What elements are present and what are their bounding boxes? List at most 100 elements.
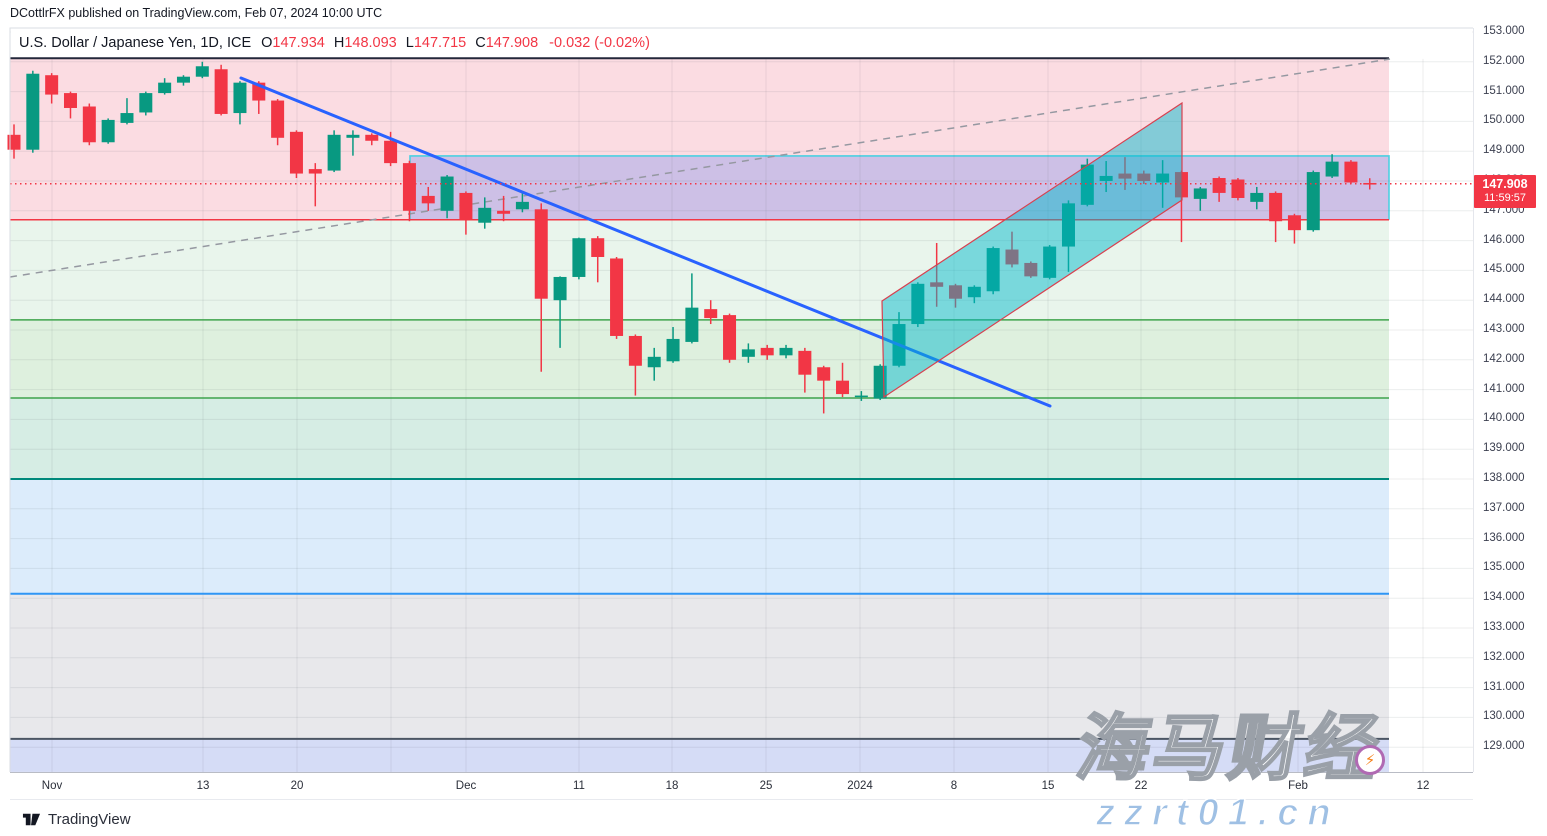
candle-down xyxy=(1344,161,1358,183)
price-tick-label: 146.000 xyxy=(1483,233,1525,246)
candle-up xyxy=(1061,203,1075,247)
candle-up xyxy=(101,119,115,143)
candle-up xyxy=(1080,164,1094,205)
candle-down xyxy=(817,367,831,381)
candle-up xyxy=(176,76,190,83)
symbol-legend[interactable]: U.S. Dollar / Japanese Yen, 1D, ICE O147… xyxy=(11,29,1472,57)
candle-down xyxy=(402,163,416,211)
publish-attribution: DCottlrFX published on TradingView.com, … xyxy=(10,6,383,20)
time-tick-label: 12 xyxy=(1416,780,1430,792)
change-value: -0.032 (-0.02%) xyxy=(549,35,650,51)
low-value: 147.715 xyxy=(413,35,467,51)
price-tick-label: 135.000 xyxy=(1483,561,1525,574)
candle-down xyxy=(1231,179,1245,198)
candle-down xyxy=(930,282,944,287)
candle-down xyxy=(1137,173,1151,181)
candle-down xyxy=(289,131,303,174)
price-tick-label: 133.000 xyxy=(1483,621,1525,633)
candle-down xyxy=(7,134,21,150)
time-tick-label: Feb xyxy=(1288,780,1308,792)
time-tick-label: 13 xyxy=(196,780,210,792)
candle-down xyxy=(365,134,379,141)
time-tick-label: 15 xyxy=(1041,780,1055,792)
candle-down xyxy=(308,169,322,174)
candle-up xyxy=(26,73,40,150)
tradingview-brand-text: TradingView xyxy=(48,811,131,828)
candle-down xyxy=(497,210,511,214)
zone-teal-support-zone xyxy=(10,397,1389,479)
tradingview-logo-icon xyxy=(22,813,41,826)
time-tick-label: 22 xyxy=(1134,780,1148,792)
candle-up xyxy=(1306,172,1320,231)
price-tick-label: 130.000 xyxy=(1483,710,1525,723)
candle-down xyxy=(45,75,59,95)
time-axis[interactable]: Nov 13 20 Dec 11 18 25 2024 8 15 22 Feb 12 xyxy=(10,772,1473,800)
candle-up xyxy=(967,286,981,298)
zone-supply-band xyxy=(410,155,1389,220)
descending-trendline[interactable] xyxy=(239,76,1052,408)
candle-up xyxy=(1099,175,1113,181)
candle-down xyxy=(459,192,473,220)
price-axis[interactable]: 153.000152.000151.000150.000149.000148.0… xyxy=(1473,25,1547,772)
last-price-label[interactable]: 147.908 11:59:57 xyxy=(1474,175,1536,208)
time-tick-label: 11 xyxy=(573,780,585,792)
candle-down xyxy=(760,347,774,356)
time-tick-label: 8 xyxy=(950,780,958,792)
time-tick-label: 18 xyxy=(665,780,679,792)
price-tick-label: 152.000 xyxy=(1483,54,1525,67)
close-label: C xyxy=(475,35,486,51)
candle-up xyxy=(515,201,529,210)
candle-up xyxy=(779,347,793,356)
candle-up xyxy=(911,283,925,325)
time-tick-label: 20 xyxy=(290,780,304,792)
candle-down xyxy=(704,309,718,319)
candle-up xyxy=(854,395,868,398)
price-tick-label: 144.000 xyxy=(1483,293,1525,306)
candle-down xyxy=(1287,215,1301,231)
candle-down xyxy=(271,100,285,138)
candle-up xyxy=(666,338,680,362)
ascending-channel[interactable] xyxy=(881,101,1183,399)
time-tick-label: Dec xyxy=(455,780,477,792)
open-value: 147.934 xyxy=(272,35,325,51)
price-tick-label: 132.000 xyxy=(1483,650,1525,663)
close-value: 147.908 xyxy=(485,35,539,51)
candle-up xyxy=(139,93,153,113)
candle-down xyxy=(82,106,96,143)
candle-down xyxy=(949,285,962,299)
candle-up xyxy=(685,307,699,342)
price-tick-label: 139.000 xyxy=(1483,442,1525,455)
candle-up xyxy=(327,134,341,171)
price-tick-label: 137.000 xyxy=(1483,501,1525,514)
candle-down xyxy=(628,335,642,366)
candle-up xyxy=(1250,192,1264,202)
price-tick-label: 141.000 xyxy=(1483,382,1525,395)
candle-up xyxy=(553,276,567,301)
candle-up xyxy=(158,82,172,94)
price-tick-label: 138.000 xyxy=(1483,472,1525,484)
candle-down xyxy=(214,69,228,114)
last-price-value: 147.908 xyxy=(1482,177,1528,191)
candle-up xyxy=(1325,161,1339,177)
price-tick-label: 142.000 xyxy=(1483,352,1525,365)
price-tick-label: 153.000 xyxy=(1483,25,1525,37)
price-tick-label: 143.000 xyxy=(1483,323,1525,335)
high-value: 148.093 xyxy=(344,35,397,51)
zone-upper-support-zone xyxy=(10,219,1389,320)
candle-up xyxy=(647,356,661,368)
zone-gray-zone xyxy=(10,593,1389,739)
candle-up xyxy=(986,248,1000,292)
bar-countdown: 11:59:57 xyxy=(1483,191,1526,204)
candle-up xyxy=(1193,188,1207,199)
candle-down xyxy=(63,93,77,108)
tradingview-attribution[interactable]: TradingView xyxy=(22,810,131,829)
high-label: H xyxy=(333,35,345,51)
time-tick-label: Nov xyxy=(41,780,63,792)
plot-border xyxy=(9,27,1473,772)
price-tick-label: 149.000 xyxy=(1483,144,1525,157)
symbol-title[interactable]: U.S. Dollar / Japanese Yen, 1D, ICE xyxy=(19,35,252,51)
candle-down xyxy=(591,238,605,257)
low-label: L xyxy=(405,35,414,51)
